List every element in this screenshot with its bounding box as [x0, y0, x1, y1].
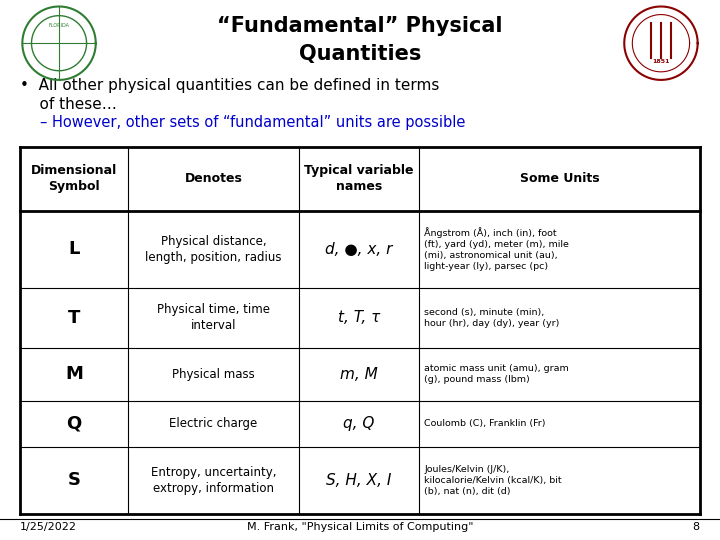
Text: S, H, Χ, I: S, H, Χ, I: [326, 473, 392, 488]
Text: Electric charge: Electric charge: [169, 417, 258, 430]
Text: Dimensional
Symbol: Dimensional Symbol: [31, 164, 117, 193]
Text: S: S: [68, 471, 81, 489]
Text: Physical mass: Physical mass: [172, 368, 255, 381]
Text: •  All other physical quantities can be defined in terms: • All other physical quantities can be d…: [20, 78, 439, 93]
Text: Q: Q: [66, 415, 82, 433]
Text: Coulomb (C), Franklin (Fr): Coulomb (C), Franklin (Fr): [424, 419, 546, 428]
Text: q, Q: q, Q: [343, 416, 374, 431]
Text: Physical distance,
length, position, radius: Physical distance, length, position, rad…: [145, 235, 282, 264]
Text: FLORIDA: FLORIDA: [48, 23, 70, 29]
Text: T: T: [68, 309, 81, 327]
Text: t, T, τ: t, T, τ: [338, 310, 380, 326]
Text: Entropy, uncertainty,
extropy, information: Entropy, uncertainty, extropy, informati…: [150, 466, 276, 495]
Text: Typical variable
names: Typical variable names: [304, 164, 414, 193]
Text: L: L: [68, 240, 80, 258]
Text: M. Frank, "Physical Limits of Computing": M. Frank, "Physical Limits of Computing": [247, 522, 473, 532]
Text: second (s), minute (min),
hour (hr), day (dy), year (yr): second (s), minute (min), hour (hr), day…: [424, 308, 559, 328]
Text: Physical time, time
interval: Physical time, time interval: [157, 303, 270, 333]
Text: Quantities: Quantities: [299, 44, 421, 64]
Text: d, ●, x, r: d, ●, x, r: [325, 242, 392, 256]
Text: Some Units: Some Units: [520, 172, 599, 185]
Text: atomic mass unit (amu), gram
(g), pound mass (lbm): atomic mass unit (amu), gram (g), pound …: [424, 364, 569, 384]
Text: 8: 8: [693, 522, 700, 532]
Text: Ångstrom (Å), inch (in), foot
(ft), yard (yd), meter (m), mile
(mi), astronomica: Ångstrom (Å), inch (in), foot (ft), yard…: [424, 227, 569, 271]
Text: – However, other sets of “fundamental” units are possible: – However, other sets of “fundamental” u…: [40, 115, 465, 130]
Text: “Fundamental” Physical: “Fundamental” Physical: [217, 16, 503, 36]
Text: 1851: 1851: [652, 59, 670, 64]
Text: m, M: m, M: [340, 367, 378, 382]
Text: 1/25/2022: 1/25/2022: [20, 522, 77, 532]
Text: M: M: [66, 366, 83, 383]
Text: Joules/Kelvin (J/K),
kilocalorie/Kelvin (kcal/K), bit
(b), nat (n), dit (d): Joules/Kelvin (J/K), kilocalorie/Kelvin …: [424, 465, 562, 496]
Text: of these…: of these…: [20, 97, 117, 112]
Text: Denotes: Denotes: [184, 172, 243, 185]
